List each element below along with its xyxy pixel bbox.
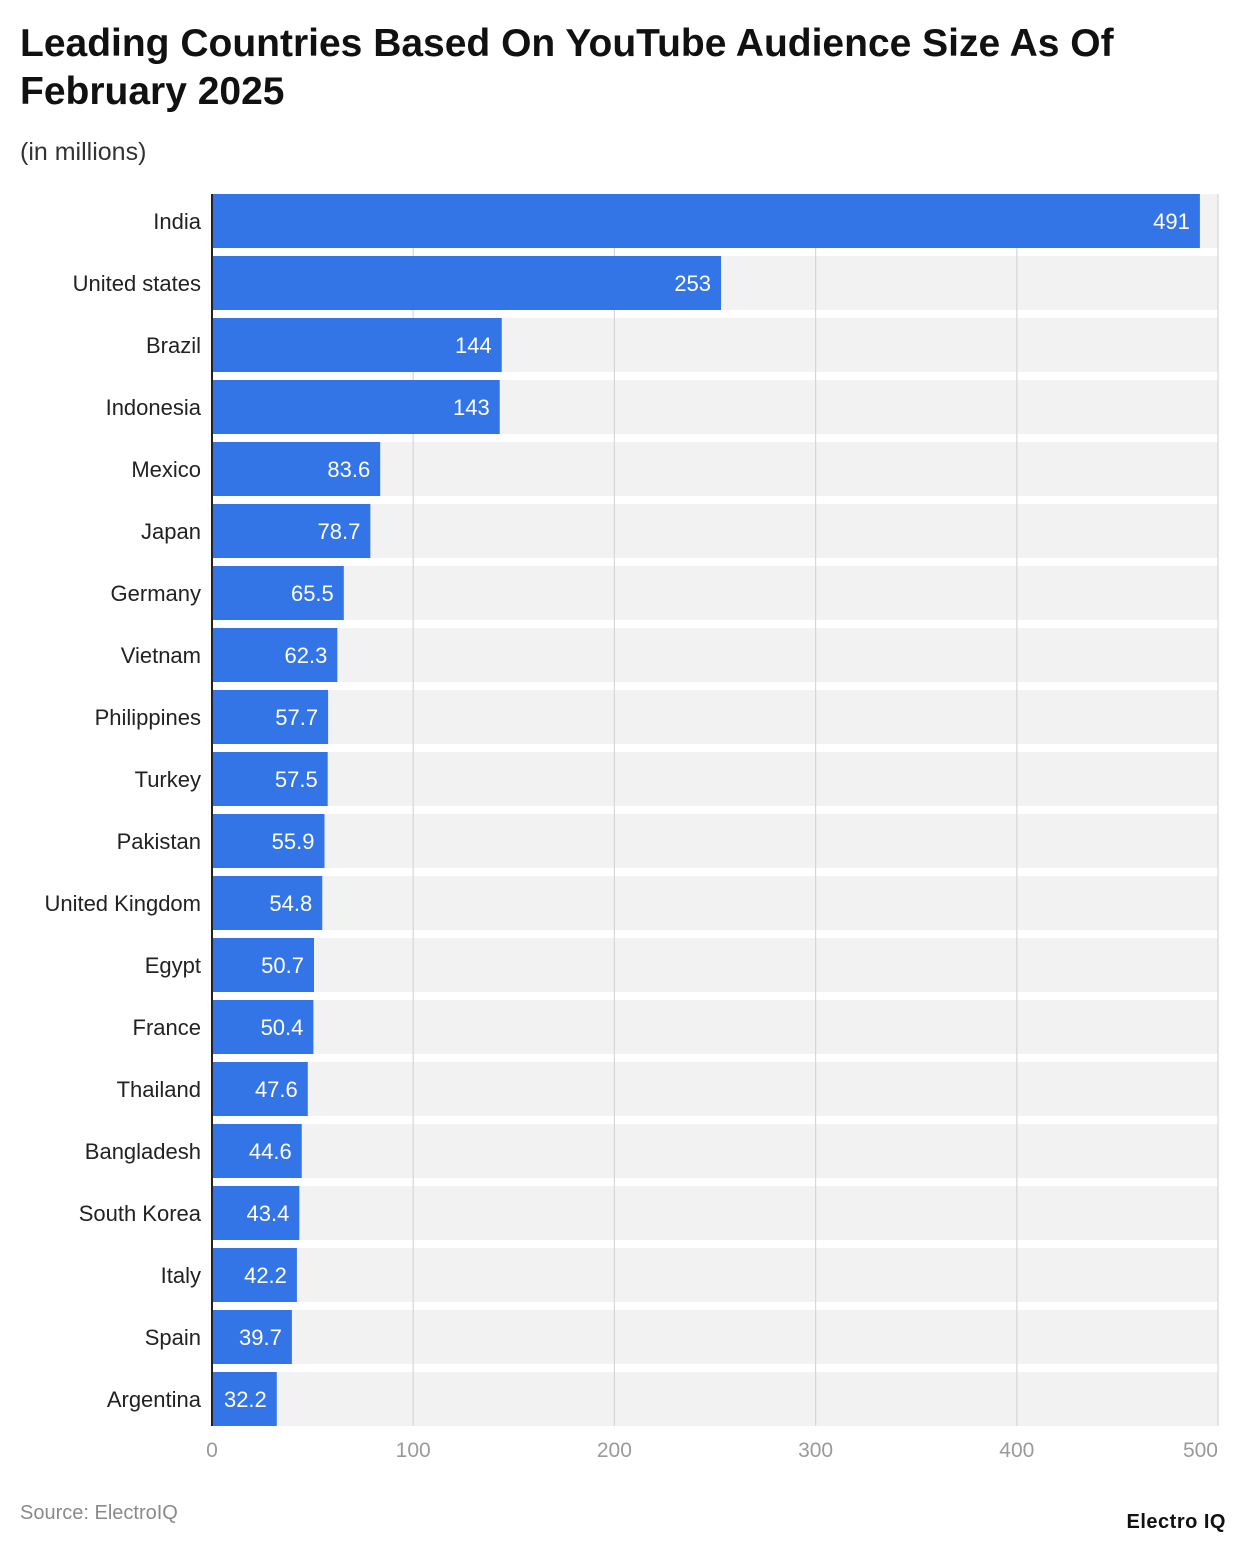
value-label: 144 bbox=[455, 333, 492, 358]
category-label: France bbox=[133, 1015, 201, 1040]
bar bbox=[212, 1186, 300, 1240]
value-label: 253 bbox=[674, 271, 711, 296]
value-label: 54.8 bbox=[269, 891, 312, 916]
value-label: 39.7 bbox=[239, 1325, 282, 1350]
bar bbox=[212, 442, 381, 496]
category-label: Indonesia bbox=[106, 395, 202, 420]
bar-track bbox=[212, 814, 1218, 868]
brand-logo: Electro IQ bbox=[1126, 1511, 1226, 1533]
bar bbox=[212, 1062, 308, 1116]
x-tick-label: 200 bbox=[597, 1439, 632, 1462]
category-label: Germany bbox=[111, 581, 201, 606]
value-label: 43.4 bbox=[246, 1201, 289, 1226]
category-label: Spain bbox=[145, 1325, 201, 1350]
bar bbox=[212, 1310, 292, 1364]
bar bbox=[212, 256, 722, 310]
bar bbox=[212, 938, 315, 992]
category-label: Italy bbox=[161, 1263, 201, 1288]
bar-track bbox=[212, 628, 1218, 682]
bar bbox=[212, 1124, 302, 1178]
value-label: 83.6 bbox=[327, 457, 370, 482]
bar bbox=[212, 876, 323, 930]
x-tick-label: 300 bbox=[798, 1439, 833, 1462]
category-label: Bangladesh bbox=[85, 1139, 201, 1164]
bar bbox=[212, 752, 328, 806]
category-label: India bbox=[153, 209, 201, 234]
bar bbox=[212, 566, 344, 620]
value-label: 50.4 bbox=[261, 1015, 304, 1040]
bar bbox=[212, 814, 325, 868]
value-label: 65.5 bbox=[291, 581, 334, 606]
bar bbox=[212, 194, 1200, 248]
category-label: United states bbox=[73, 271, 201, 296]
category-label: Turkey bbox=[135, 767, 201, 792]
bar-track bbox=[212, 1124, 1218, 1178]
value-label: 32.2 bbox=[224, 1387, 267, 1412]
category-label: Pakistan bbox=[117, 829, 201, 854]
category-label: Egypt bbox=[145, 953, 201, 978]
x-tick-label: 0 bbox=[206, 1439, 218, 1462]
category-label: Argentina bbox=[107, 1387, 202, 1412]
bar bbox=[212, 504, 371, 558]
bar-track bbox=[212, 566, 1218, 620]
category-label: Mexico bbox=[131, 457, 201, 482]
value-label: 143 bbox=[453, 395, 490, 420]
bar bbox=[212, 1248, 297, 1302]
value-label: 57.5 bbox=[275, 767, 318, 792]
bar-track bbox=[212, 1310, 1218, 1364]
category-label: Japan bbox=[141, 519, 201, 544]
value-label: 78.7 bbox=[318, 519, 361, 544]
bar-track bbox=[212, 938, 1218, 992]
bar bbox=[212, 1372, 277, 1426]
category-label: Brazil bbox=[146, 333, 201, 358]
chart-title: Leading Countries Based On YouTube Audie… bbox=[20, 22, 1114, 113]
value-label: 491 bbox=[1153, 209, 1190, 234]
bar bbox=[212, 690, 329, 744]
bar-track bbox=[212, 504, 1218, 558]
category-label: Philippines bbox=[95, 705, 201, 730]
source-note: Source: ElectroIQ bbox=[20, 1502, 178, 1524]
x-tick-label: 500 bbox=[1183, 1439, 1218, 1462]
category-label: South Korea bbox=[79, 1201, 202, 1226]
x-tick-label: 100 bbox=[396, 1439, 431, 1462]
bar-track bbox=[212, 1248, 1218, 1302]
value-label: 44.6 bbox=[249, 1139, 292, 1164]
bar bbox=[212, 1000, 314, 1054]
value-label: 50.7 bbox=[261, 953, 304, 978]
bar-track bbox=[212, 1000, 1218, 1054]
bar bbox=[212, 380, 500, 434]
bar-track bbox=[212, 1186, 1218, 1240]
category-label: Thailand bbox=[117, 1077, 201, 1102]
bar bbox=[212, 318, 502, 372]
chart-subtitle: (in millions) bbox=[20, 138, 147, 166]
value-label: 42.2 bbox=[244, 1263, 287, 1288]
x-tick-label: 400 bbox=[999, 1439, 1034, 1462]
value-label: 47.6 bbox=[255, 1077, 298, 1102]
value-label: 57.7 bbox=[275, 705, 318, 730]
category-label: Vietnam bbox=[121, 643, 201, 668]
bar bbox=[212, 628, 338, 682]
value-label: 55.9 bbox=[272, 829, 315, 854]
value-label: 62.3 bbox=[285, 643, 328, 668]
bar-track bbox=[212, 1062, 1218, 1116]
bar-track bbox=[212, 752, 1218, 806]
bar-track bbox=[212, 1372, 1218, 1426]
bar-track bbox=[212, 876, 1218, 930]
category-label: United Kingdom bbox=[44, 891, 201, 916]
bar-track bbox=[212, 690, 1218, 744]
